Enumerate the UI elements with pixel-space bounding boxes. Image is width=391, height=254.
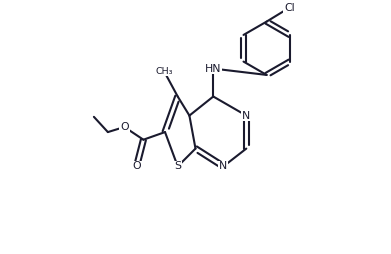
Text: N: N bbox=[219, 161, 228, 171]
Text: N: N bbox=[242, 110, 250, 121]
Text: O: O bbox=[132, 161, 141, 171]
Text: O: O bbox=[120, 122, 129, 132]
Text: S: S bbox=[174, 161, 181, 171]
Text: HN: HN bbox=[205, 64, 222, 74]
Text: Cl: Cl bbox=[284, 3, 295, 13]
Text: CH₃: CH₃ bbox=[155, 67, 173, 76]
